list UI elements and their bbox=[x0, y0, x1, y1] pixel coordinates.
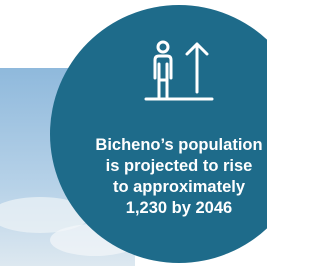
callout-line: 1,230 by 2046 bbox=[126, 199, 232, 217]
callout-line: to approximately bbox=[113, 178, 246, 196]
callout-line: Bicheno’s population bbox=[95, 136, 262, 154]
callout-line: is projected to rise bbox=[106, 157, 253, 175]
callout-graphic: Bicheno’s population is projected to ris… bbox=[0, 0, 267, 266]
page: Bicheno’s population is projected to ris… bbox=[0, 0, 267, 266]
